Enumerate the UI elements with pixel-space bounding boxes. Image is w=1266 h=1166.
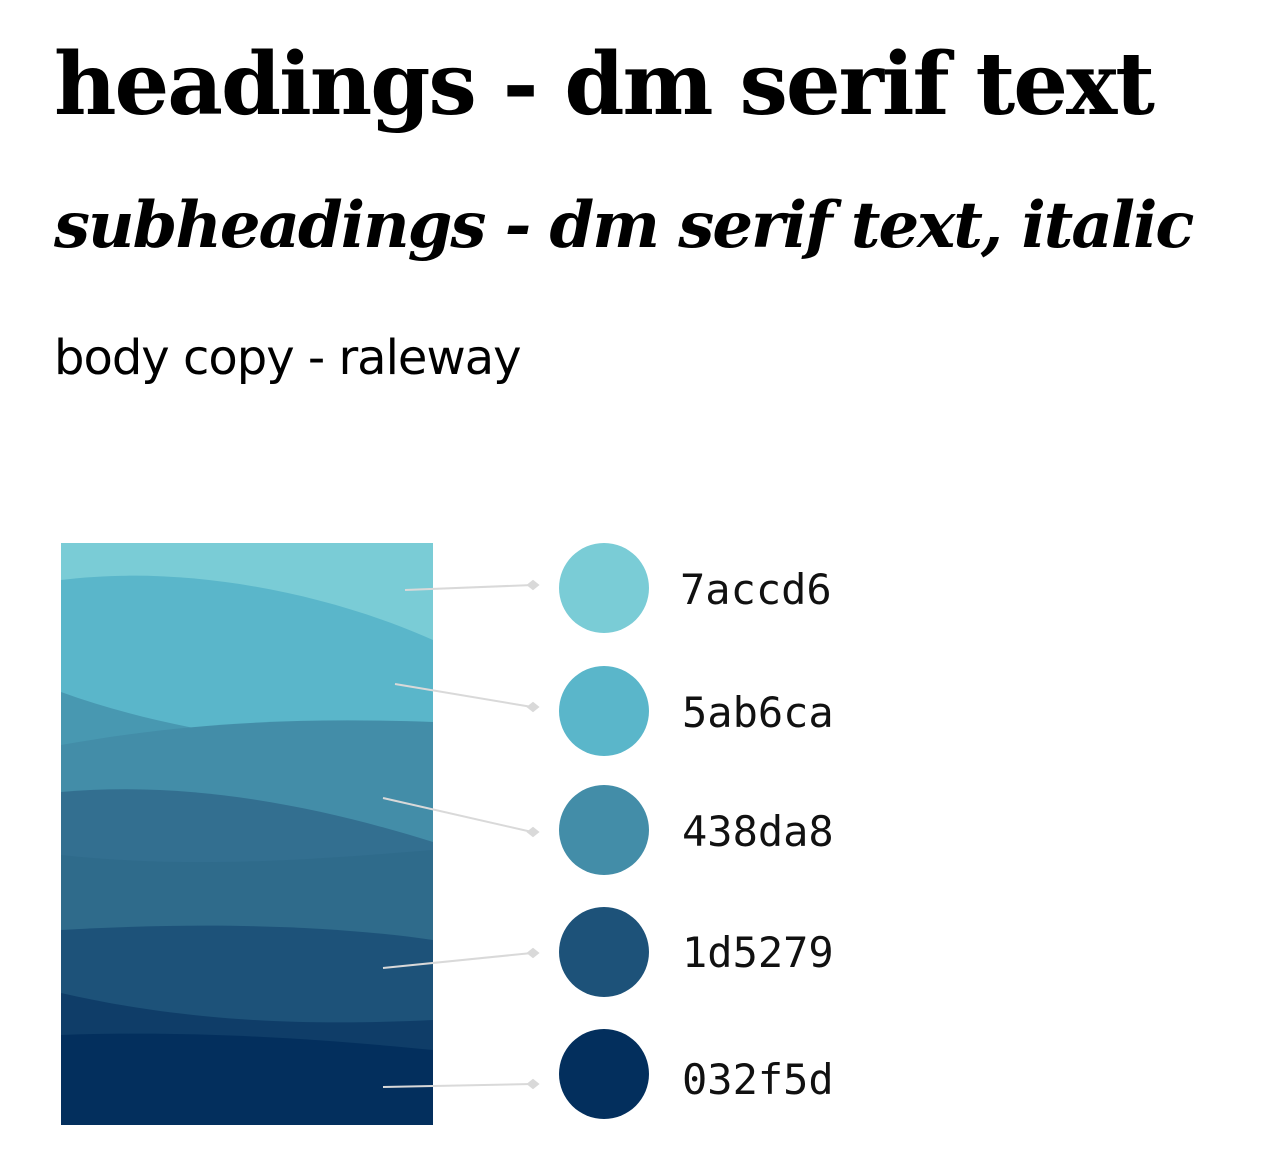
- wave-band-9: [61, 1033, 433, 1125]
- connector-arrow-3: [526, 826, 540, 838]
- hex-labels: 7accd6 5ab6ca 438da8 1d5279 032f5d: [680, 565, 834, 1104]
- hex-label-1: 7accd6: [680, 565, 832, 614]
- swatch-circle-1: [559, 543, 649, 633]
- swatch-circle-2: [559, 666, 649, 756]
- hex-label-3: 438da8: [682, 807, 834, 856]
- connector-arrow-4: [526, 947, 540, 959]
- swatch-circles: [559, 543, 649, 1119]
- hex-label-5: 032f5d: [682, 1055, 834, 1104]
- swatch-circle-4: [559, 907, 649, 997]
- hex-label-4: 1d5279: [682, 928, 834, 977]
- swatch-circle-5: [559, 1029, 649, 1119]
- connector-line-2: [394, 683, 533, 708]
- connector-line-4: [382, 952, 533, 969]
- swatch-circle-3: [559, 785, 649, 875]
- heading-sample: headings - dm serif text: [54, 34, 1155, 135]
- hex-label-2: 5ab6ca: [682, 688, 834, 737]
- connector-arrow-5: [526, 1078, 540, 1090]
- subheading-sample: subheadings - dm serif text, italic: [54, 188, 1194, 263]
- connector-line-1: [404, 584, 534, 591]
- body-copy-sample: body copy - raleway: [54, 330, 522, 386]
- wave-swatch-panel: [61, 543, 433, 1125]
- connector-arrow-2: [526, 701, 540, 713]
- connector-lines: [382, 579, 540, 1090]
- connector-line-3: [382, 797, 533, 833]
- connector-arrow-1: [526, 579, 540, 591]
- connector-line-5: [382, 1083, 533, 1088]
